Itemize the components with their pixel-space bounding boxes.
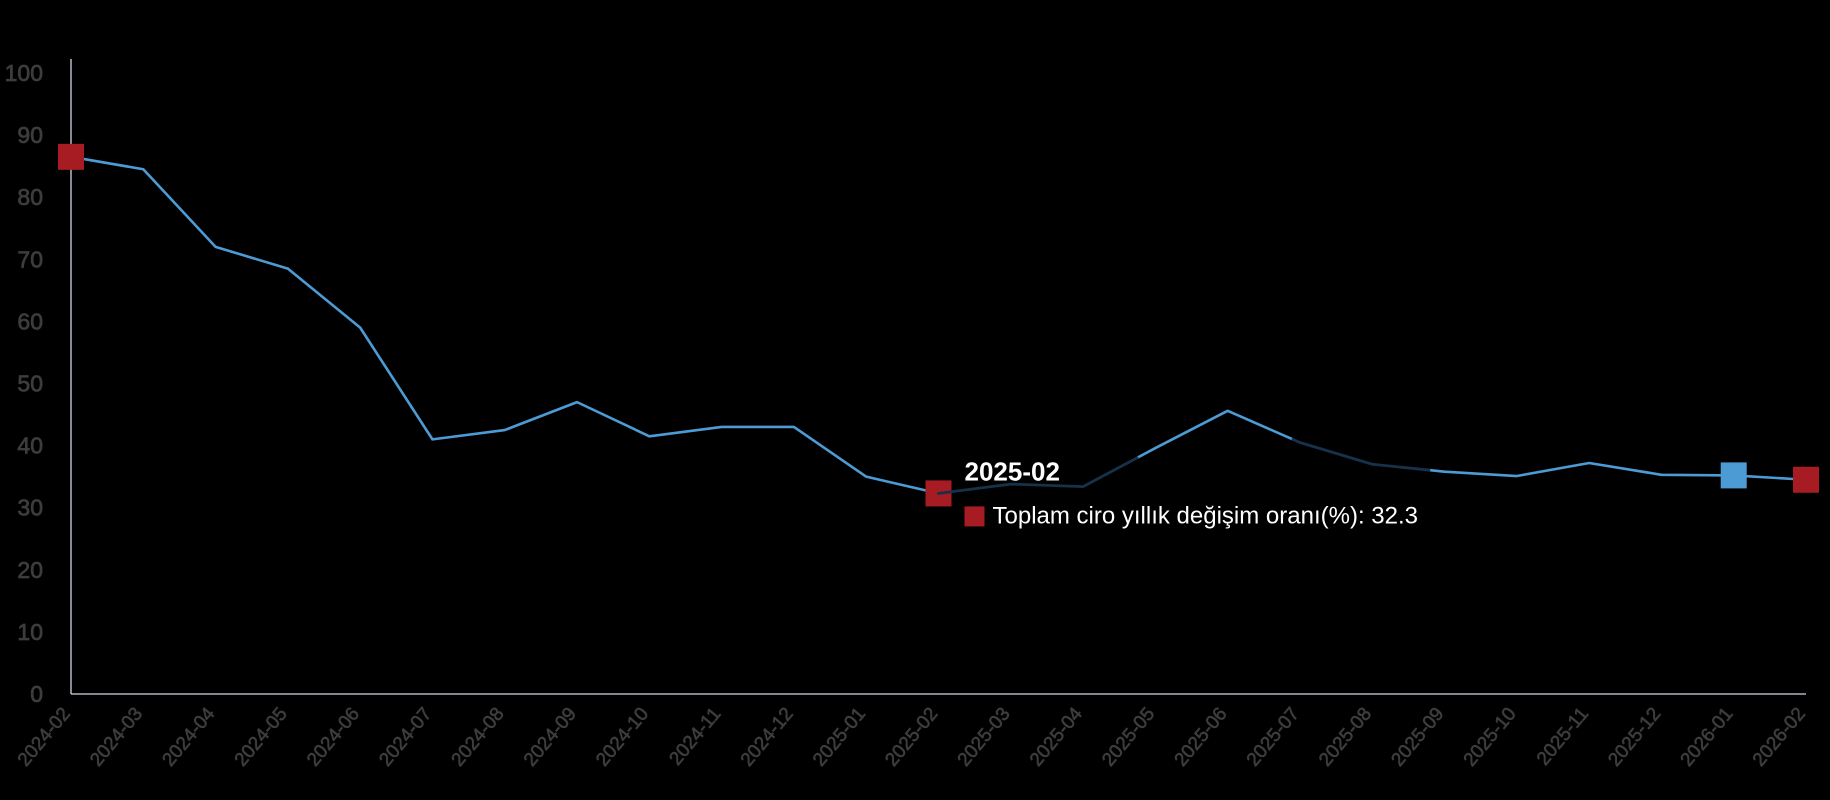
svg-text:10: 10 xyxy=(17,619,43,645)
svg-text:80: 80 xyxy=(17,184,43,210)
svg-text:60: 60 xyxy=(17,308,43,334)
svg-text:40: 40 xyxy=(17,433,43,459)
svg-text:30: 30 xyxy=(17,495,43,521)
svg-text:50: 50 xyxy=(17,371,43,397)
svg-text:20: 20 xyxy=(17,557,43,583)
svg-text:0: 0 xyxy=(30,681,43,707)
svg-text:70: 70 xyxy=(17,246,43,272)
svg-text:90: 90 xyxy=(17,122,43,148)
svg-text:100: 100 xyxy=(5,60,43,86)
svg-text:Toplam ciro yıllık değişim ora: Toplam ciro yıllık değişim oranı(%): 32.… xyxy=(993,502,1418,529)
svg-text:2025-02: 2025-02 xyxy=(965,456,1060,486)
